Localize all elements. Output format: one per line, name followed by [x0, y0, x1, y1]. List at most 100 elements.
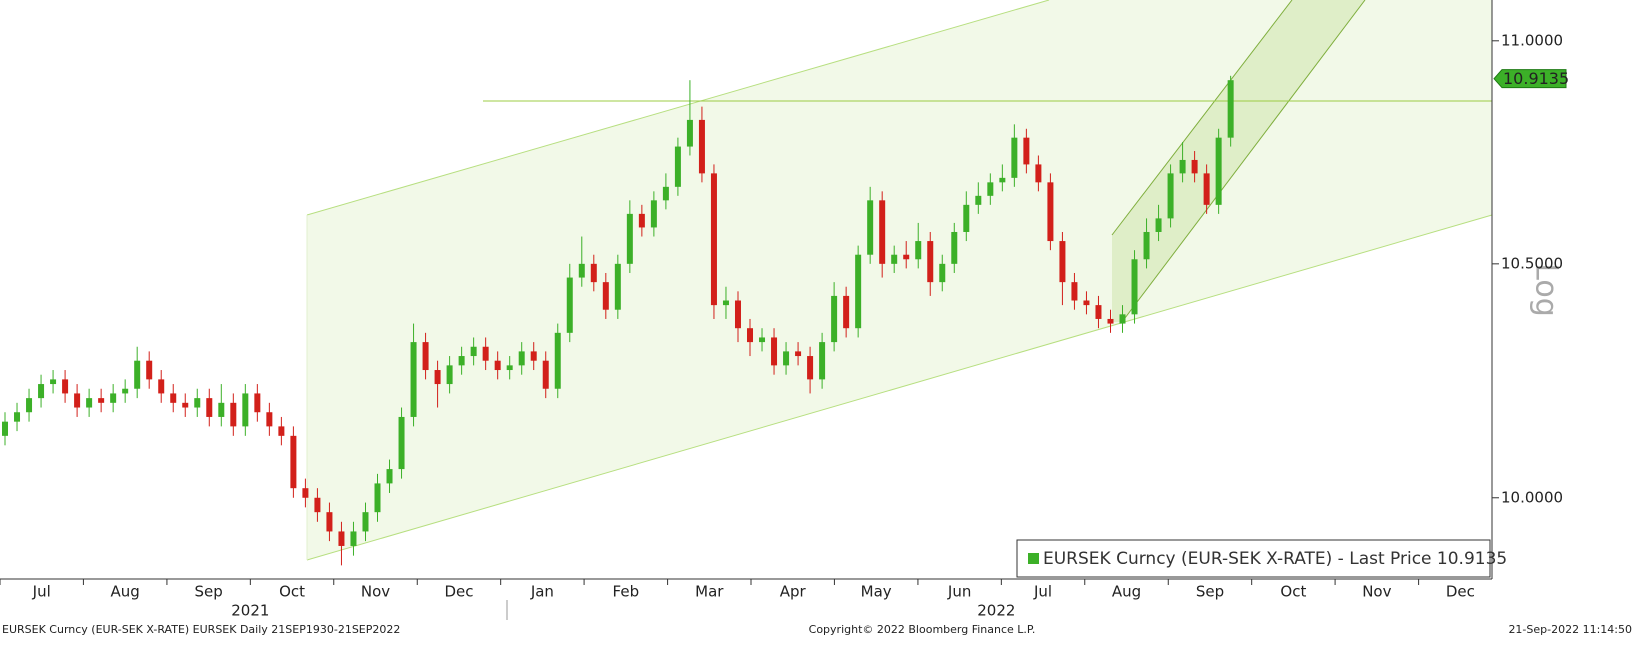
- x-tick-label: Jan: [530, 583, 554, 601]
- x-tick-label: Sep: [194, 583, 222, 601]
- candle-body: [783, 351, 790, 366]
- small-channel-lower: [1121, 0, 1366, 323]
- x-tick-label: Aug: [111, 583, 140, 601]
- year-label: 2022: [977, 602, 1015, 620]
- candle-body: [819, 342, 826, 380]
- candle-body: [1083, 300, 1090, 306]
- legend-label: EURSEK Curncy (EUR-SEK X-RATE) - Last Pr…: [1043, 549, 1507, 569]
- candle-body: [290, 435, 297, 489]
- candle-body: [987, 182, 994, 196]
- candle-body: [807, 356, 814, 380]
- candle-body: [795, 351, 802, 357]
- candle-body: [170, 393, 177, 403]
- x-tick-label: Oct: [1280, 583, 1306, 601]
- candle-body: [1215, 137, 1222, 205]
- candle-body: [1143, 231, 1150, 260]
- candle-body: [1059, 241, 1066, 283]
- candle-body: [194, 398, 201, 408]
- candle-body: [638, 213, 645, 228]
- candle-body: [86, 398, 93, 408]
- candle-body: [1071, 282, 1078, 301]
- candle-body: [1191, 159, 1198, 174]
- channel-lower: [306, 214, 1493, 561]
- x-tick-label: Dec: [1446, 583, 1475, 601]
- candle-body: [867, 200, 874, 255]
- candle-body: [350, 531, 357, 546]
- candle-body: [530, 351, 537, 361]
- candle-body: [855, 254, 862, 329]
- x-tick-label: Oct: [279, 583, 305, 601]
- x-tick-label: Jul: [1033, 583, 1052, 601]
- candle-body: [1155, 218, 1162, 232]
- last-price-tag: [1493, 69, 1567, 89]
- candle-body: [626, 213, 633, 264]
- candle-body: [747, 328, 754, 343]
- candle-body: [734, 300, 741, 329]
- candle-body: [771, 337, 778, 366]
- candle-body: [662, 186, 669, 201]
- x-tick-label: Dec: [444, 583, 473, 601]
- x-tick-label: Feb: [613, 583, 640, 601]
- candle-body: [698, 119, 705, 174]
- candle-body: [1011, 137, 1018, 178]
- candle-body: [1167, 173, 1174, 219]
- candle-body: [710, 173, 717, 306]
- candle-body: [975, 195, 982, 205]
- candle-body: [362, 512, 369, 532]
- candle-body: [218, 402, 225, 417]
- candle-body: [1203, 173, 1210, 205]
- x-tick-label: May: [861, 583, 892, 601]
- candle-body: [879, 200, 886, 264]
- x-tick-label: Nov: [361, 583, 390, 601]
- candle-body: [566, 277, 573, 333]
- candle-body: [98, 398, 105, 403]
- candle-body: [614, 263, 621, 310]
- footer-center: Copyright© 2022 Bloomberg Finance L.P.: [809, 623, 1036, 636]
- candle-body: [482, 346, 489, 361]
- candle-body: [38, 384, 45, 399]
- candle-body: [915, 241, 922, 260]
- candle-body: [50, 379, 57, 385]
- candle-body: [1035, 164, 1042, 183]
- x-tick-label: Mar: [695, 583, 724, 601]
- candle-body: [1047, 182, 1054, 242]
- candle-body: [542, 360, 549, 389]
- candle-body: [999, 177, 1006, 183]
- x-tick-label: Sep: [1196, 583, 1224, 601]
- candle-body: [722, 300, 729, 306]
- candle-body: [470, 346, 477, 357]
- candle-body: [458, 356, 465, 366]
- candle-body: [1095, 305, 1102, 319]
- candle-body: [182, 402, 189, 408]
- candle-body: [302, 488, 309, 498]
- candle-body: [650, 200, 657, 228]
- candle-body: [843, 295, 850, 329]
- candle-body: [278, 426, 285, 436]
- x-tick-label: Jul: [32, 583, 51, 601]
- candle-body: [2, 421, 9, 436]
- candle-body: [554, 332, 561, 389]
- x-tick-label: Nov: [1362, 583, 1391, 601]
- candle-body: [951, 231, 958, 264]
- candle-body: [590, 263, 597, 283]
- candle-body: [831, 295, 838, 343]
- candle-body: [374, 483, 381, 513]
- footer-right: 21-Sep-2022 11:14:50: [1508, 623, 1632, 636]
- candle-body: [939, 263, 946, 283]
- candle-body: [903, 254, 910, 260]
- candle-body: [1131, 259, 1138, 315]
- candle-body: [242, 393, 249, 427]
- candle-body: [134, 360, 141, 389]
- y-tick-label: 11.0000: [1501, 31, 1563, 49]
- candle-body: [494, 360, 501, 371]
- main-channel-fill: [307, 0, 1492, 560]
- candle-body: [1179, 159, 1186, 174]
- footer-left: EURSEK Curncy (EUR-SEK X-RATE) EURSEK Da…: [2, 623, 400, 636]
- scale-label: Log: [1529, 263, 1564, 317]
- candle-body: [26, 398, 33, 413]
- candle-body: [434, 370, 441, 385]
- x-tick-label: Jun: [947, 583, 971, 601]
- last-price-label: 10.9135: [1503, 69, 1569, 88]
- candle-body: [110, 393, 117, 403]
- x-tick-label: Apr: [780, 583, 807, 601]
